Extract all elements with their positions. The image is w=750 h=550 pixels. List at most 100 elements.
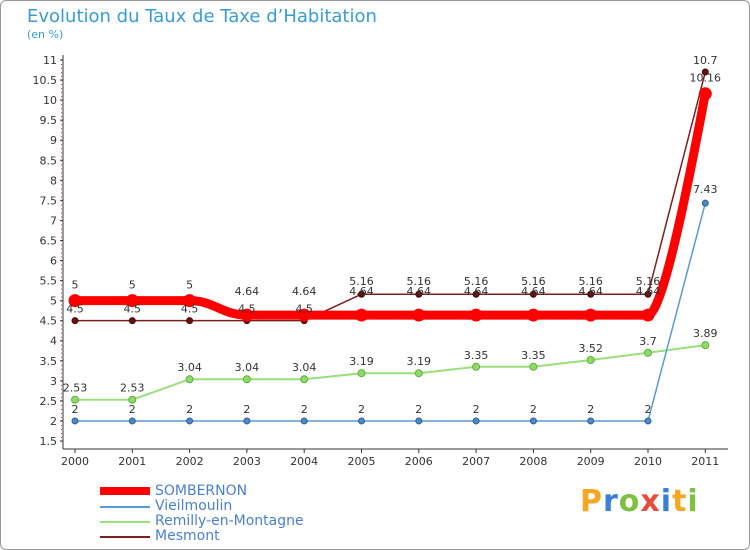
data-point [587, 417, 595, 425]
data-point [297, 308, 311, 322]
y-tick-label: 7.5 [40, 194, 58, 207]
y-minor-tick [61, 204, 62, 206]
data-label: 4.64 [292, 285, 317, 298]
data-point [412, 308, 426, 322]
y-minor-tick [61, 441, 62, 442]
data-label: 5 [186, 279, 193, 292]
y-minor-tick [61, 276, 62, 278]
data-label: 4.5 [295, 303, 313, 316]
y-minor-tick [61, 104, 62, 106]
y-minor-tick [61, 92, 62, 94]
y-minor-tick [61, 272, 62, 274]
y-minor-tick [61, 412, 62, 414]
x-tick-label: 2011 [691, 455, 719, 468]
data-label: 5.16 [636, 275, 661, 288]
y-tick-label: 4 [50, 335, 57, 348]
x-tick-label: 2010 [634, 455, 662, 468]
y-minor-tick [61, 88, 62, 90]
logo-letter: r [603, 484, 619, 519]
y-minor-tick [61, 132, 62, 134]
legend-label: Vieilmoulin [155, 498, 233, 514]
data-point [644, 290, 652, 298]
y-minor-tick [61, 236, 62, 238]
legend-label: Mesmont [155, 528, 220, 544]
y-minor-tick [61, 352, 62, 354]
data-label: 2.53 [120, 382, 145, 395]
data-point [529, 417, 537, 425]
y-minor-tick [61, 244, 62, 246]
data-label: 4.64 [464, 285, 489, 298]
y-minor-tick [61, 324, 62, 326]
data-label: 10.7 [693, 54, 718, 67]
data-label: 5.16 [349, 275, 374, 288]
data-label: 2 [587, 403, 594, 416]
data-label: 2 [358, 403, 365, 416]
y-minor-tick [61, 140, 62, 142]
data-label: 3.52 [578, 342, 603, 355]
y-minor-tick [61, 396, 62, 398]
y-minor-tick [61, 300, 62, 302]
y-minor-tick [61, 136, 62, 138]
data-point [415, 417, 423, 425]
proxiti-logo: Proxiti [580, 484, 699, 519]
data-point [300, 417, 308, 425]
y-minor-tick [61, 188, 62, 190]
y-minor-tick [61, 348, 62, 350]
x-tick-label: 2000 [61, 455, 89, 468]
data-point [526, 308, 540, 322]
y-minor-tick [61, 256, 62, 258]
data-point [414, 369, 423, 378]
x-tick-label: 2009 [577, 455, 605, 468]
y-minor-tick [61, 292, 62, 294]
y-minor-tick [61, 96, 62, 98]
y-minor-tick [61, 380, 62, 382]
y-tick-label: 5.5 [40, 275, 58, 288]
y-minor-tick [61, 316, 62, 318]
data-label: 4.64 [521, 285, 546, 298]
y-minor-tick [61, 84, 62, 86]
y-minor-tick [61, 124, 62, 126]
data-label: 4.64 [407, 285, 432, 298]
chart-title: Evolution du Taux de Taxe d’Habitation [27, 6, 377, 27]
y-minor-tick [61, 404, 62, 406]
data-point [186, 317, 194, 325]
y-minor-tick [61, 280, 62, 282]
data-point [644, 417, 652, 425]
data-point [300, 375, 309, 384]
legend-swatch [100, 536, 150, 538]
y-minor-tick [61, 420, 62, 422]
legend-label: Remilly-en-Montagne [155, 513, 304, 529]
data-label: 2 [301, 403, 308, 416]
legend-item-mesmont: Mesmont [100, 528, 400, 544]
y-tick-label: 7 [50, 214, 57, 227]
y-tick-label: 6 [50, 255, 57, 268]
y-minor-tick [61, 232, 62, 234]
y-minor-tick [61, 68, 62, 70]
data-label: 3.35 [464, 349, 489, 362]
data-label: 3.04 [235, 361, 260, 374]
data-label: 5 [72, 279, 79, 292]
y-minor-tick [61, 360, 62, 362]
x-tick-label: 2008 [519, 455, 547, 468]
y-minor-tick [61, 116, 62, 118]
y-minor-tick [61, 260, 62, 262]
y-minor-tick [61, 264, 62, 266]
y-minor-tick [61, 64, 62, 66]
y-minor-tick [61, 288, 62, 290]
data-point [529, 362, 538, 371]
data-label: 4.5 [124, 303, 142, 316]
data-point [472, 417, 480, 425]
y-minor-tick [61, 252, 62, 254]
data-label: 2.53 [63, 382, 88, 395]
y-minor-tick [61, 208, 62, 210]
data-label: 2 [473, 403, 480, 416]
y-tick-label: 3.5 [40, 355, 58, 368]
data-label: 5.16 [521, 275, 546, 288]
data-label: 2 [415, 403, 422, 416]
data-point [358, 417, 365, 425]
y-minor-tick [61, 312, 62, 314]
y-minor-tick [61, 436, 62, 438]
y-minor-tick [61, 400, 62, 402]
data-point [71, 317, 79, 325]
data-point [68, 294, 82, 308]
